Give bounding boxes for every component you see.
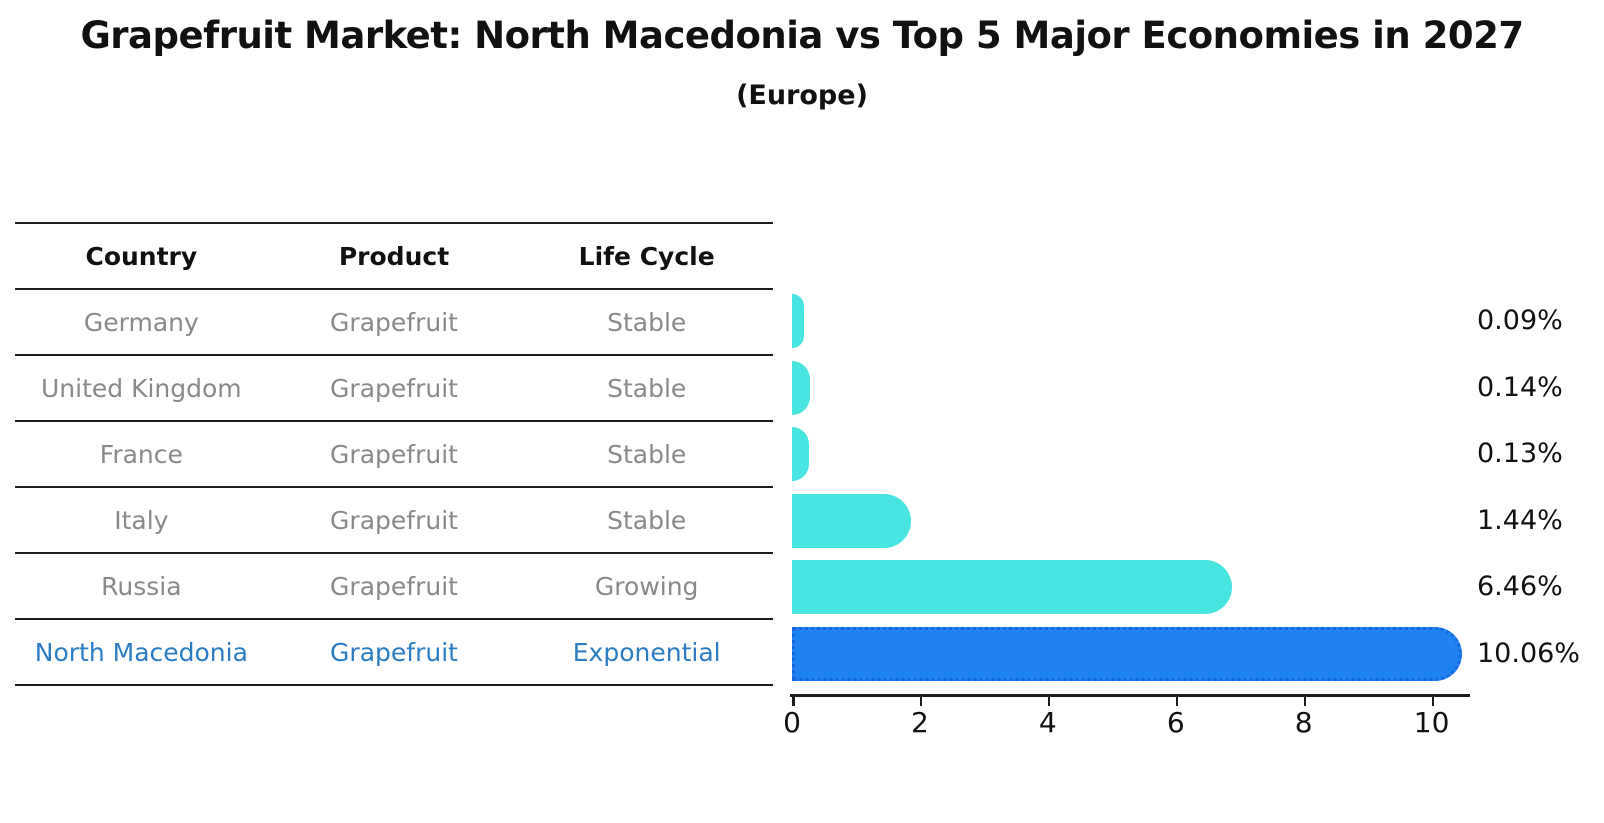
value-label-north-macedonia: 10.06% (1477, 637, 1580, 669)
table-cell-life-cycle: Stable (607, 307, 687, 337)
table-cell-product: Grapefruit (330, 637, 458, 667)
info-table: Country Product Life Cycle Germany Grapefrui… (15, 222, 773, 686)
value-label-united-kingdom: 0.14% (1477, 371, 1563, 403)
column-header-country: Country (85, 241, 198, 271)
column-header-life-cycle: Life Cycle (578, 241, 715, 271)
x-axis-tick (1047, 696, 1051, 706)
x-axis-tick-label: 0 (783, 706, 801, 739)
table-cell-product: Grapefruit (330, 439, 458, 469)
table-cell-product: Grapefruit (330, 571, 458, 601)
value-label-italy: 1.44% (1477, 504, 1563, 536)
table-cell-life-cycle: Exponential (572, 637, 721, 667)
table-row-france: France Grapefruit Stable (15, 422, 773, 488)
table-row-north-macedonia: North Macedonia Grapefruit Exponential (15, 620, 773, 686)
x-axis-tick (1175, 696, 1179, 706)
x-axis-tick-label: 8 (1294, 706, 1313, 739)
column-header-product: Product (338, 241, 450, 271)
bar-russia (792, 560, 1233, 615)
table-cell-product: Grapefruit (330, 505, 458, 535)
bar-italy (792, 493, 912, 548)
x-axis-tick-label: 10 (1413, 706, 1450, 739)
x-axis-line (790, 694, 1470, 697)
value-label-germany: 0.09% (1477, 305, 1563, 337)
table-cell-country: France (99, 439, 183, 469)
table-row-united-kingdom: United Kingdom Grapefruit Stable (15, 356, 773, 422)
table-cell-life-cycle: Stable (607, 439, 687, 469)
x-axis-tick-label: 6 (1166, 706, 1185, 739)
table-row-russia: Russia Grapefruit Growing (15, 554, 773, 620)
chart-subtitle: (Europe) (736, 80, 868, 111)
table-cell-country: United Kingdom (41, 373, 242, 403)
x-axis-tick (1303, 696, 1307, 706)
chart-title: Grapefruit Market: North Macedonia vs To… (80, 14, 1524, 57)
x-axis-tick-label: 2 (911, 706, 929, 739)
table-row-italy: Italy Grapefruit Stable (15, 488, 773, 554)
table-cell-country: Germany (83, 307, 199, 337)
bar-france (792, 427, 809, 482)
table-cell-country: Italy (114, 505, 169, 535)
bar-north-macedonia (792, 626, 1463, 681)
table-cell-product: Grapefruit (330, 373, 458, 403)
table-cell-product: Grapefruit (330, 307, 458, 337)
x-axis-tick (792, 696, 795, 706)
table-cell-life-cycle: Stable (607, 373, 687, 403)
bar-united-kingdom (792, 360, 810, 415)
value-label-russia: 6.46% (1477, 571, 1563, 603)
table-row-germany: Germany Grapefruit Stable (15, 290, 773, 356)
table-cell-life-cycle: Stable (607, 505, 687, 535)
table-cell-country: North Macedonia (34, 637, 248, 667)
table-cell-life-cycle: Growing (594, 571, 699, 601)
x-axis-tick (919, 696, 923, 706)
x-axis-tick (1431, 696, 1435, 706)
bar-germany (792, 294, 804, 349)
table-header-row: Country Product Life Cycle (15, 224, 773, 290)
value-label-france: 0.13% (1477, 438, 1563, 470)
x-axis-tick-label: 4 (1038, 706, 1057, 739)
table-cell-country: Russia (101, 571, 182, 601)
